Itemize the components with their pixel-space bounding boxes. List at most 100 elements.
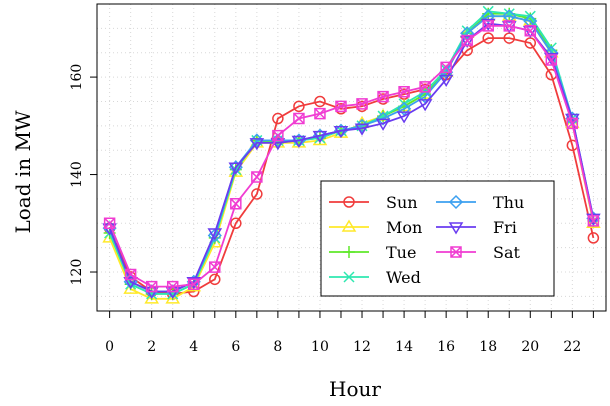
- legend-item-sat: Sat: [436, 243, 521, 262]
- legend-item-sun: Sun: [329, 193, 418, 212]
- y-tick-label: 120: [69, 259, 85, 286]
- data-point-marker: [375, 111, 391, 126]
- data-point-marker: [103, 217, 116, 230]
- data-point-marker: [482, 20, 494, 32]
- legend-label: Sun: [386, 193, 418, 212]
- legend-item-tue: Tue: [329, 243, 416, 262]
- legend-item-wed: Wed: [329, 268, 421, 287]
- data-point-marker: [343, 246, 355, 258]
- data-point-marker: [356, 98, 368, 110]
- data-point-marker: [291, 135, 307, 148]
- data-point-marker: [545, 54, 558, 66]
- data-point-marker: [438, 74, 454, 87]
- legend-label: Thu: [493, 193, 524, 212]
- data-point-marker: [482, 5, 494, 17]
- data-point-marker: [312, 130, 328, 144]
- data-point-marker: [440, 61, 452, 74]
- data-point-marker: [343, 196, 355, 208]
- legend-item-fri: Fri: [436, 218, 517, 237]
- legend-label: Tue: [386, 243, 416, 262]
- series-line: [108, 24, 595, 288]
- data-point-marker: [417, 99, 433, 112]
- x-tick-label: 8: [273, 339, 282, 355]
- data-point-marker: [293, 100, 305, 113]
- data-point-marker: [249, 138, 265, 151]
- x-tick-label: 10: [311, 339, 329, 355]
- data-point-marker: [314, 107, 326, 120]
- data-point-marker: [343, 271, 355, 283]
- data-point-marker: [228, 162, 244, 175]
- data-point-marker: [587, 215, 600, 227]
- data-point-marker: [503, 20, 515, 32]
- data-point-marker: [482, 32, 494, 44]
- data-point-marker: [481, 9, 496, 24]
- data-point-marker: [398, 85, 410, 98]
- x-tick-label: 4: [189, 339, 198, 355]
- data-point-marker: [230, 217, 242, 230]
- plot-frame: [96, 3, 607, 312]
- data-point-marker: [314, 95, 326, 108]
- data-point-marker: [354, 123, 370, 136]
- data-point-marker: [188, 278, 200, 290]
- data-point-marker: [251, 188, 263, 200]
- x-tick-label: 20: [521, 339, 539, 355]
- data-point-marker: [450, 246, 462, 258]
- x-tick-label: 18: [479, 339, 497, 355]
- y-tick-label: 160: [69, 64, 85, 91]
- data-point-marker: [480, 18, 496, 31]
- x-tick-label: 12: [353, 339, 371, 355]
- x-axis: 0 2 4 6 8 10 12 14 16 18 20 22: [105, 311, 594, 355]
- y-axis-title: Load in MW: [11, 110, 35, 234]
- data-point-marker: [586, 213, 601, 226]
- legend-label: Wed: [386, 268, 421, 287]
- data-point-marker: [397, 101, 412, 116]
- x-tick-label: 6: [231, 339, 240, 355]
- legend-label: Mon: [386, 218, 422, 237]
- data-point-marker: [543, 52, 559, 66]
- data-point-marker: [293, 112, 305, 125]
- x-tick-label: 22: [563, 339, 581, 355]
- data-point-marker: [333, 125, 349, 139]
- data-point-marker: [272, 129, 284, 142]
- data-point-marker: [335, 100, 347, 113]
- data-point-marker: [448, 222, 464, 235]
- series-sat: [103, 20, 600, 293]
- data-point-marker: [459, 35, 475, 49]
- data-point-marker: [545, 42, 557, 54]
- x-tick-label: 14: [395, 339, 413, 355]
- legend-label: Fri: [493, 218, 517, 237]
- data-point-marker: [461, 25, 473, 37]
- data-point-marker: [341, 219, 357, 232]
- data-point-marker: [145, 280, 158, 293]
- data-point-marker: [375, 118, 391, 131]
- data-point-marker: [587, 232, 600, 244]
- data-point-marker: [124, 268, 137, 281]
- legend-item-mon: Mon: [329, 218, 422, 237]
- series-layer: [102, 5, 601, 304]
- data-point-marker: [251, 171, 263, 183]
- data-point-marker: [270, 138, 286, 151]
- data-point-marker: [419, 81, 431, 93]
- series-line: [108, 37, 595, 295]
- data-point-marker: [166, 280, 179, 293]
- data-point-marker: [272, 112, 284, 125]
- data-point-marker: [461, 34, 473, 47]
- data-point-marker: [524, 25, 537, 37]
- data-point-marker: [522, 26, 538, 39]
- x-axis-title: Hour: [329, 377, 381, 401]
- data-point-marker: [566, 117, 579, 130]
- data-point-marker: [207, 228, 223, 241]
- x-tick-label: 16: [437, 339, 455, 355]
- legend-label: Sat: [493, 243, 521, 262]
- y-axis: 120 140 160: [69, 64, 97, 286]
- data-point-marker: [460, 26, 475, 41]
- x-tick-label: 0: [105, 339, 114, 355]
- data-point-marker: [230, 198, 242, 210]
- data-point-marker: [448, 194, 464, 210]
- legend-item-thu: Thu: [436, 193, 524, 212]
- legend: Sun Mon Tue Wed Thu Fri Sat: [320, 180, 555, 297]
- data-point-marker: [396, 111, 412, 124]
- data-point-marker: [209, 273, 221, 286]
- data-point-marker: [209, 261, 221, 273]
